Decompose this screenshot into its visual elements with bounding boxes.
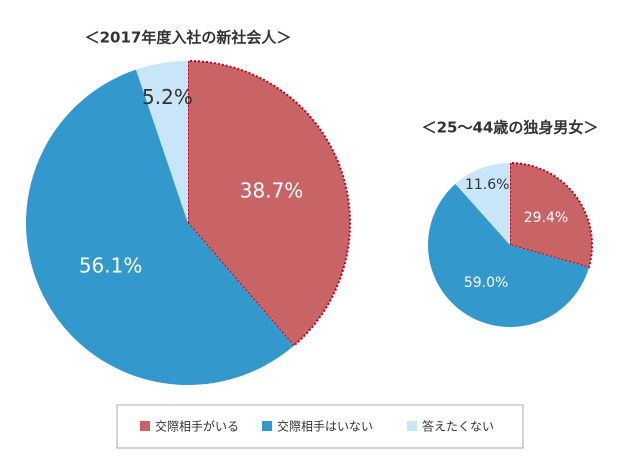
pie-slice — [509, 161, 593, 269]
legend-swatch — [262, 421, 272, 431]
pie-slice — [187, 59, 351, 348]
legend-label: 交際相手がいる — [155, 419, 239, 434]
chart-title: ＜25〜44歳の独身男女＞ — [422, 119, 599, 137]
slice-label: 5.2% — [142, 85, 193, 109]
pie-slice — [136, 61, 188, 223]
slice-label: 59.0% — [464, 275, 508, 291]
legend-swatch — [407, 421, 417, 431]
legend-box — [116, 404, 524, 449]
legend-label: 交際相手はいない — [277, 419, 373, 434]
slice-label: 56.1% — [79, 254, 143, 278]
legend-label: 答えたくない — [422, 419, 494, 434]
pie-slice — [455, 163, 510, 245]
slice-label: 38.7% — [240, 179, 304, 203]
slice-label: 11.6% — [465, 177, 509, 193]
legend-swatch — [140, 421, 150, 431]
slice-label: 29.4% — [524, 210, 568, 226]
pie-slice — [26, 69, 294, 386]
pie-slice — [428, 183, 589, 327]
chart-title: ＜2017年度入社の新社会人＞ — [85, 29, 292, 47]
